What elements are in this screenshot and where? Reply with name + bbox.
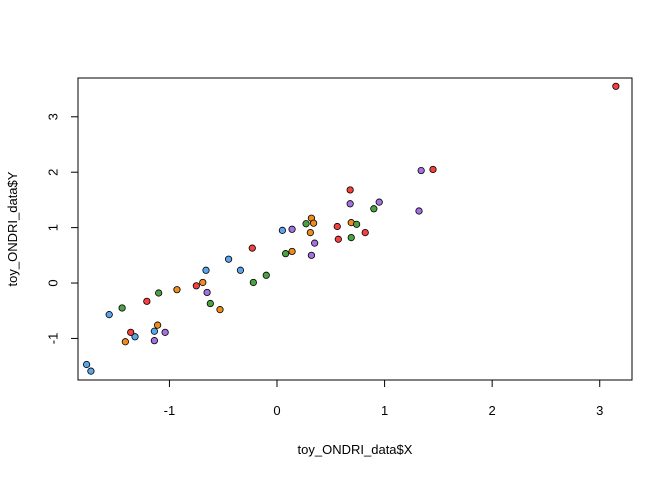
x-tick-label: 0 xyxy=(273,403,280,418)
data-point xyxy=(311,239,319,247)
y-axis-title: toy_ONDRI_data$Y xyxy=(5,171,20,286)
data-point xyxy=(127,328,135,336)
data-point xyxy=(429,165,437,174)
data-point xyxy=(225,255,233,263)
data-point xyxy=(121,338,129,346)
data-point xyxy=(347,233,355,242)
data-point xyxy=(288,225,296,233)
data-point xyxy=(202,266,210,274)
data-point xyxy=(302,220,310,228)
x-tick-label: -1 xyxy=(164,403,176,418)
data-point xyxy=(143,297,151,305)
data-point xyxy=(248,244,256,252)
data-point xyxy=(415,207,423,215)
x-tick-label: 3 xyxy=(596,403,603,418)
data-point xyxy=(203,288,211,297)
data-point xyxy=(282,250,290,258)
y-tick-label: 3 xyxy=(46,113,61,120)
data-point xyxy=(361,229,369,237)
data-point xyxy=(353,220,361,228)
data-point xyxy=(173,286,181,294)
data-point xyxy=(306,229,314,237)
data-point xyxy=(278,226,286,234)
data-point xyxy=(150,327,158,335)
data-point xyxy=(262,271,270,279)
data-point xyxy=(206,299,214,308)
x-tick-label: 1 xyxy=(381,403,388,418)
y-tick-label: 2 xyxy=(46,169,61,176)
data-point xyxy=(370,205,378,213)
data-point xyxy=(346,186,354,194)
plot-frame xyxy=(77,77,633,381)
data-point xyxy=(309,219,318,227)
data-point xyxy=(87,367,95,375)
data-point xyxy=(612,82,620,90)
data-points xyxy=(83,82,620,375)
data-point xyxy=(154,321,162,329)
y-tick-label: 0 xyxy=(46,279,61,286)
data-point xyxy=(192,282,200,290)
x-axis: -1 0 1 2 3 xyxy=(164,379,603,418)
data-point xyxy=(161,328,169,336)
data-point xyxy=(417,166,425,175)
data-point xyxy=(346,200,354,208)
y-axis: -1 0 1 2 3 xyxy=(46,113,79,344)
data-point xyxy=(307,251,316,259)
data-point xyxy=(83,360,91,369)
data-point xyxy=(288,247,296,256)
data-point xyxy=(155,289,163,297)
data-point xyxy=(105,311,113,319)
x-axis-title: toy_ONDRI_data$X xyxy=(298,442,413,457)
data-point xyxy=(375,198,383,206)
x-tick-label: 2 xyxy=(489,403,496,418)
data-point xyxy=(249,278,257,287)
data-point xyxy=(199,278,207,287)
y-tick-label: 1 xyxy=(46,224,61,231)
data-point xyxy=(236,266,245,274)
data-point xyxy=(131,333,139,341)
data-point xyxy=(118,304,126,312)
data-point xyxy=(334,235,342,243)
y-tick-label: -1 xyxy=(46,333,61,345)
data-point xyxy=(333,222,341,231)
data-point xyxy=(216,306,224,314)
data-point xyxy=(150,337,158,345)
